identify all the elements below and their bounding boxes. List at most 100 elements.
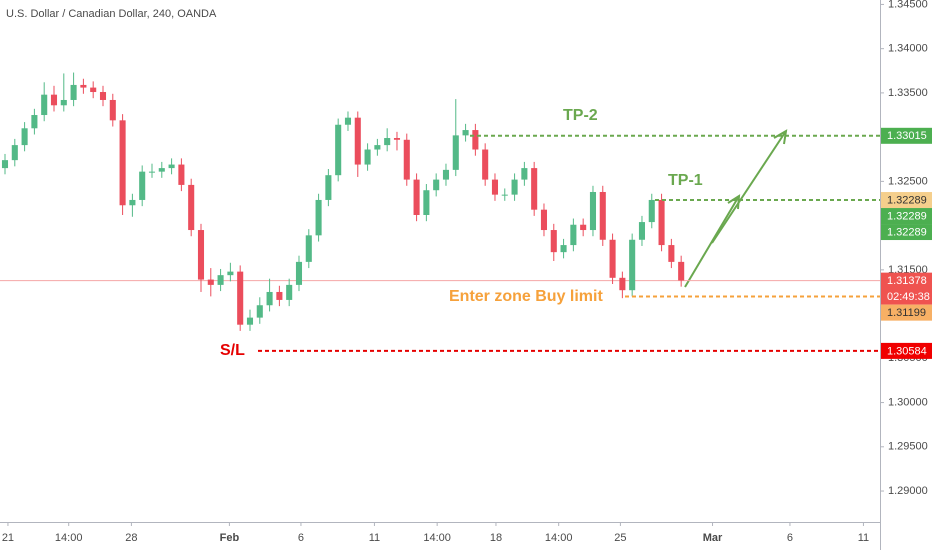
x-tick-label: 6 (298, 532, 304, 544)
candle-body (266, 291, 273, 306)
candle-body (70, 84, 77, 100)
x-tick-label: 21 (2, 532, 14, 544)
candle-body (511, 179, 518, 195)
candle-body (433, 179, 440, 191)
candle-body (423, 190, 430, 215)
candle-body (491, 179, 499, 195)
price-tag (881, 192, 932, 209)
level-label: TP-2 (563, 107, 598, 124)
candle-body (197, 230, 205, 280)
level-label: Enter zone Buy limit (449, 288, 603, 305)
candle-body (207, 279, 214, 285)
candle-body (41, 94, 48, 116)
candle-body (560, 245, 567, 253)
candle-body (462, 130, 469, 136)
price-tag (881, 208, 932, 225)
y-tick-label: 1.32500 (888, 175, 928, 187)
x-tick-label: 18 (490, 532, 502, 544)
candle-body (295, 261, 303, 285)
x-tick-label: 14:00 (423, 532, 451, 544)
x-tick-label: 14:00 (55, 532, 83, 544)
candle-body (393, 138, 401, 140)
candle-body (246, 317, 254, 325)
candle-body (668, 245, 675, 262)
candle-body (648, 199, 655, 223)
price-tag (881, 342, 932, 359)
candle-body (452, 135, 459, 170)
price-tag (881, 304, 932, 321)
candle-body (658, 199, 665, 246)
candle-body (90, 87, 97, 93)
candle-body (550, 230, 557, 253)
candle-body (286, 284, 293, 300)
chart-title: U.S. Dollar / Canadian Dollar, 240, OAND… (6, 8, 217, 20)
y-tick-label: 1.29500 (888, 441, 928, 453)
candle-body (305, 235, 312, 262)
countdown: 02:49:38 (887, 291, 930, 303)
candle-body (217, 275, 224, 285)
x-tick-label: 11 (858, 532, 869, 544)
candle-body (589, 191, 597, 231)
x-tick-label: 11 (369, 532, 380, 544)
y-tick-label: 1.34000 (888, 43, 928, 55)
candle-body (80, 84, 87, 88)
candle-body (119, 120, 126, 206)
y-tick-label: 1.30000 (888, 396, 928, 408)
candle-body (168, 164, 175, 169)
candle-body (531, 168, 538, 210)
candle-body (678, 261, 685, 281)
candle-body (178, 164, 185, 185)
candle-body (482, 149, 489, 180)
candle-body (570, 224, 577, 246)
y-tick-label: 1.29000 (888, 485, 928, 497)
candle-body (31, 115, 38, 129)
price-tag-label: 1.32289 (887, 194, 927, 206)
candle-body (315, 199, 322, 236)
price-tag-label: 1.31199 (887, 307, 926, 319)
arrow-line (711, 130, 787, 244)
x-tick-label: 14:00 (545, 532, 573, 544)
candle-body (256, 305, 263, 318)
candle-body (364, 149, 371, 165)
candle-body (501, 194, 508, 196)
candle-body (129, 199, 136, 206)
candle-body (619, 277, 626, 291)
price-tag-label: 1.32289 (887, 226, 927, 238)
price-tag (881, 224, 932, 241)
candle-body (374, 145, 381, 150)
candle-body (599, 191, 606, 240)
candle-body (139, 171, 146, 200)
x-tick-label: 25 (614, 532, 626, 544)
candles (1, 72, 685, 331)
y-tick-label: 1.34500 (888, 0, 928, 10)
candle-body (109, 99, 116, 121)
candle-body (227, 271, 234, 276)
candle-body (403, 139, 410, 180)
x-tick-label: 6 (787, 532, 793, 544)
x-tick-label: Mar (703, 532, 723, 544)
candle-body (609, 239, 616, 278)
y-tick-label: 1.33500 (888, 87, 928, 99)
candle-body (580, 224, 587, 231)
candle-body (50, 94, 58, 106)
candle-body (344, 117, 352, 125)
candle-body (413, 179, 420, 215)
price-tag-label: 1.33015 (887, 130, 927, 142)
x-tick-label: 28 (125, 532, 137, 544)
candle-body (540, 209, 548, 231)
candle-body (60, 99, 67, 106)
level-label: S/L (220, 342, 245, 359)
candle-body (629, 239, 636, 291)
candle-body (384, 138, 391, 146)
x-tick-label: Feb (220, 532, 240, 544)
candle-body (442, 169, 450, 180)
candle-body (638, 222, 646, 240)
candle-body (325, 175, 332, 200)
candle-body (188, 184, 195, 231)
candle-body (335, 124, 342, 176)
price-tag-label: 1.30584 (887, 345, 927, 357)
candle-body (99, 92, 107, 100)
